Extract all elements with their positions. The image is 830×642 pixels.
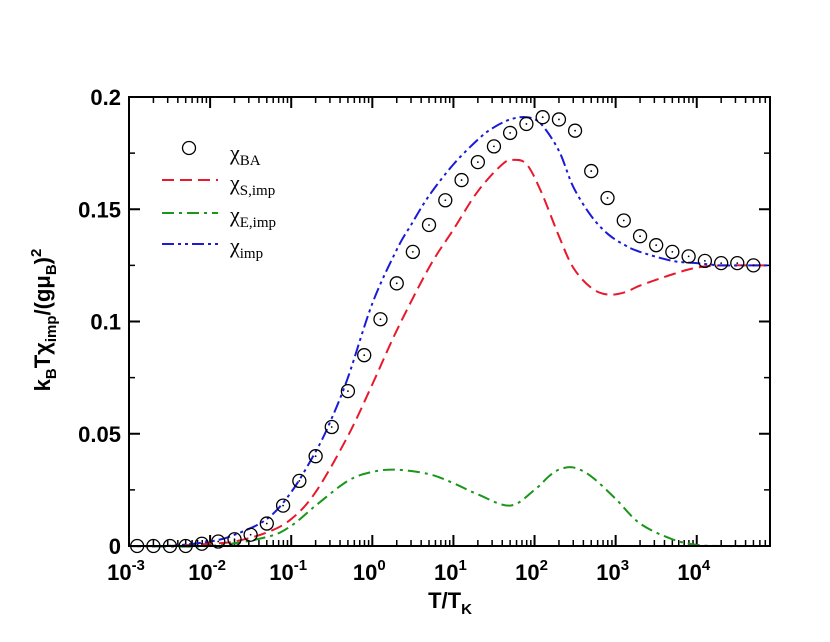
x-tick-label: 10-1 [269,557,307,585]
legend-label-imp: χimp [229,233,263,262]
data-point-ba-center [493,145,495,148]
data-point-ba-center [639,235,641,238]
legend-label-e-imp: χE,imp [229,202,276,231]
legend-label-s-imp: χS,imp [229,170,275,199]
y-tick-label: 0.2 [90,85,121,110]
data-point-ba-center [703,259,706,262]
data-point-ba-center [476,161,479,164]
data-point-ba-center [590,170,593,172]
data-point-ba [308,449,323,464]
data-point-ba-center [217,540,220,543]
data-point-ba-center [395,282,398,285]
data-point-ba [373,312,388,327]
data-point-ba-center [525,123,528,125]
data-point-ba [324,419,339,435]
data-point-ba [357,348,372,363]
y-axis-title: kBTχimp/(gμB)2 [28,249,60,392]
legend: χBA χS,imp χE,imp χimp [162,140,276,262]
data-point-ba [584,163,599,179]
data-point-ba-center [509,132,512,134]
legend-label-ba: χBA [229,140,261,169]
data-point-ba-center [347,390,349,392]
data-point-ba [551,112,567,127]
data-point-ba [194,536,209,551]
y-tick-label: 0 [109,534,121,559]
data-point-ba [665,244,680,260]
y-tick-label: 0.15 [78,197,121,222]
data-point-ba [730,255,745,271]
x-tick-label: 104 [677,557,710,585]
data-point-ba [502,125,518,141]
data-point-ba [421,217,437,233]
data-point-ba-center [379,318,382,321]
x-tick-label: 10-3 [107,557,145,585]
series-line-1 [128,158,770,548]
series-line-2 [128,466,770,548]
data-point-ba-center [655,244,658,247]
data-point-ba [649,238,664,253]
data-point-ba [405,244,421,260]
data-point-ba-center [200,542,203,545]
data-point-ba-center [298,479,301,482]
data-point-ba-center [428,224,430,226]
data-point-ba-center [720,262,723,265]
series-layer [128,110,770,554]
y-tick-label: 0.1 [90,310,121,335]
data-point-ba-center [282,504,284,507]
data-point-ba [340,383,356,399]
data-point-ba-center [752,264,755,267]
x-tick-label: 100 [353,557,386,585]
data-point-ba-center [265,522,268,525]
data-point-ba-center [558,118,560,121]
data-point-ba [438,193,453,208]
data-point-ba [681,249,696,264]
x-tick-label: 103 [596,557,629,585]
data-point-ba [454,172,469,188]
data-point-ba-center [687,255,690,258]
x-axis-title: T/TK [428,588,472,618]
data-point-ba [616,213,631,228]
data-point-ba [746,258,761,273]
legend-marker-ba [181,140,197,156]
data-point-ba [211,534,226,549]
data-point-ba-center [363,354,366,357]
data-point-ba [389,276,404,291]
data-point-ba-center [671,251,674,253]
data-point-ba [486,139,502,154]
data-point-ba [470,154,485,170]
data-point-ba [275,498,291,513]
data-point-ba-center [444,199,447,202]
data-point-ba [632,229,648,244]
data-point-ba [714,255,729,271]
data-point-ba-center [622,219,625,222]
data-point-ba [567,123,583,138]
axis-ticks [128,96,771,547]
data-point-ba-center [606,197,609,199]
data-point-ba-center [736,262,739,265]
data-point-ba-center [411,251,414,253]
data-point-ba [519,116,534,132]
data-point-ba [259,516,274,531]
data-point-ba [600,190,615,206]
plot-frame [128,96,771,547]
data-point-ba [535,110,550,125]
data-point-ba-center [330,426,333,428]
data-point-ba-center [574,129,576,132]
y-tick-label: 0.05 [78,422,121,447]
data-point-ba-center [541,116,544,119]
x-tick-label: 102 [515,557,548,585]
data-point-ba-center [249,533,252,536]
data-point-ba-center [460,179,463,181]
x-tick-label: 101 [434,557,467,585]
data-point-ba [292,473,307,489]
data-point-ba [243,527,258,542]
data-point-ba [697,253,713,269]
data-point-ba-center [233,538,236,541]
x-tick-label: 10-2 [188,557,226,585]
data-point-ba-center [314,455,317,458]
tick-labels: 10-3 10-2 10-1 100 101 102 103 104 0 0.05 0.1 0.15 0… [78,85,711,585]
